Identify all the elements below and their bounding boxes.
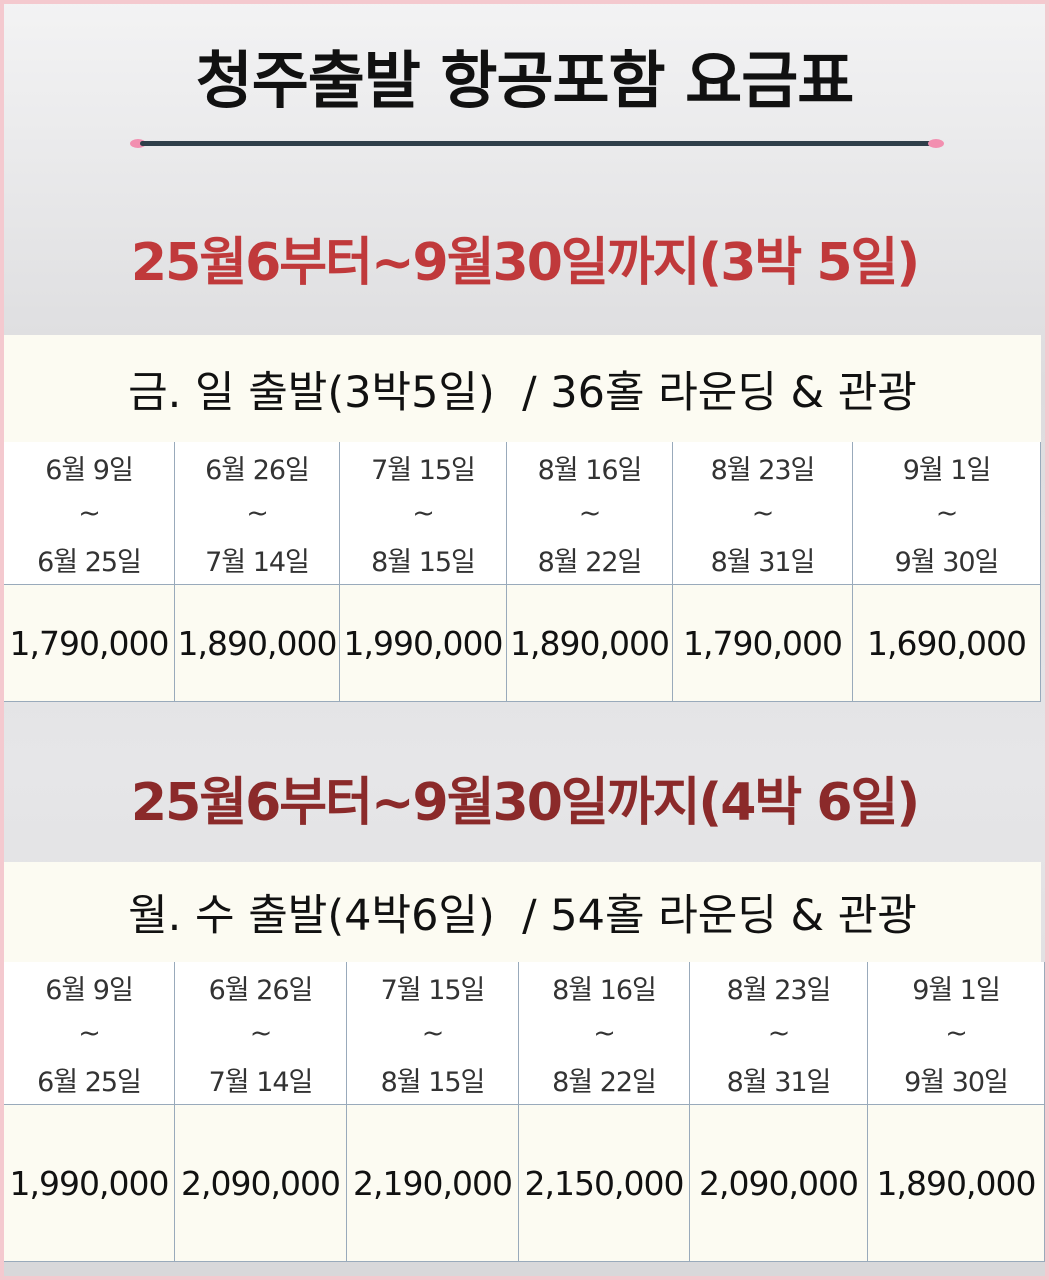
section-heading: 25월6부터~9월30일까지(4박 6일)	[130, 773, 920, 833]
period-end: 8월 22일	[552, 1066, 657, 1098]
period-sep: ~	[78, 497, 101, 529]
period-sep: ~	[935, 497, 959, 529]
period-start: 7월 15일	[380, 974, 486, 1006]
period-sep: ~	[578, 497, 602, 529]
price-cell: 1,690,000	[853, 585, 1041, 702]
period-end: 8월 31일	[726, 1066, 832, 1098]
period-start: 8월 23일	[710, 454, 816, 486]
price-cell: 1,990,000	[4, 1105, 175, 1262]
period-cell: 7월 15일 ~8월 15일	[347, 962, 519, 1105]
section-subheading: 월. 수 출발(4박6일) / 54홀 라운딩 & 관광	[4, 862, 1041, 962]
period-start: 8월 23일	[726, 974, 832, 1006]
price-cell: 1,790,000	[4, 585, 175, 702]
period-cell: 6월 26일 ~7월 14일	[175, 962, 347, 1105]
section-subheading: 금. 일 출발(3박5일) / 36홀 라운딩 & 관광	[4, 335, 1041, 442]
period-start: 6월 26일	[205, 454, 310, 486]
period-start: 6월 9일	[45, 974, 134, 1006]
price-cell: 2,190,000	[347, 1105, 519, 1262]
period-cell: 9월 1일 ~9월 30일	[868, 962, 1045, 1105]
period-sep: ~	[412, 497, 435, 529]
price-cell: 2,090,000	[175, 1105, 347, 1262]
rule-end	[130, 139, 146, 148]
period-end: 7월 14일	[205, 546, 310, 578]
period-cell: 8월 16일 ~8월 22일	[507, 442, 673, 585]
price-cell: 1,890,000	[507, 585, 673, 702]
period-sep: ~	[945, 1017, 968, 1049]
price-cell: 2,150,000	[519, 1105, 690, 1262]
period-cell: 6월 9일 ~6월 25일	[4, 442, 175, 585]
period-end: 9월 30일	[894, 546, 1000, 578]
period-sep: ~	[249, 1017, 273, 1049]
period-sep: ~	[421, 1017, 445, 1049]
period-start: 9월 1일	[912, 974, 1001, 1006]
period-cell: 6월 9일 ~6월 25일	[4, 962, 175, 1105]
period-sep: ~	[751, 497, 775, 529]
period-sep: ~	[767, 1017, 791, 1049]
period-start: 8월 16일	[537, 454, 643, 486]
period-end: 8월 31일	[710, 546, 816, 578]
period-sep: ~	[78, 1017, 101, 1049]
period-sep: ~	[593, 1017, 616, 1049]
period-cell: 6월 26일 ~7월 14일	[175, 442, 340, 585]
period-end: 8월 15일	[380, 1066, 486, 1098]
period-end: 7월 14일	[208, 1066, 314, 1098]
period-start: 6월 26일	[208, 974, 314, 1006]
period-start: 9월 1일	[902, 454, 992, 486]
period-start: 6월 9일	[45, 454, 134, 486]
price-cell: 1,890,000	[175, 585, 340, 702]
period-cell: 8월 23일 ~8월 31일	[673, 442, 853, 585]
period-start: 8월 16일	[552, 974, 657, 1006]
section-heading: 25월6부터~9월30일까지(3박 5일)	[130, 233, 920, 293]
period-cell: 9월 1일 ~9월 30일	[853, 442, 1041, 585]
period-end: 9월 30일	[904, 1066, 1009, 1098]
period-end: 6월 25일	[37, 1066, 142, 1098]
period-end: 8월 22일	[537, 546, 643, 578]
period-sep: ~	[246, 497, 269, 529]
period-cell: 7월 15일 ~8월 15일	[340, 442, 507, 585]
title: 청주출발 항공포함 요금표	[195, 44, 855, 117]
period-cell: 8월 16일 ~8월 22일	[519, 962, 690, 1105]
period-end: 6월 25일	[37, 546, 142, 578]
price-cell: 2,090,000	[690, 1105, 868, 1262]
price-cell: 1,990,000	[340, 585, 507, 702]
price-cell: 1,790,000	[673, 585, 853, 702]
period-start: 7월 15일	[371, 454, 476, 486]
price-cell: 1,890,000	[868, 1105, 1045, 1262]
rule-end	[928, 139, 944, 148]
period-end: 8월 15일	[371, 546, 476, 578]
divider	[140, 141, 935, 146]
period-cell: 8월 23일 ~8월 31일	[690, 962, 868, 1105]
